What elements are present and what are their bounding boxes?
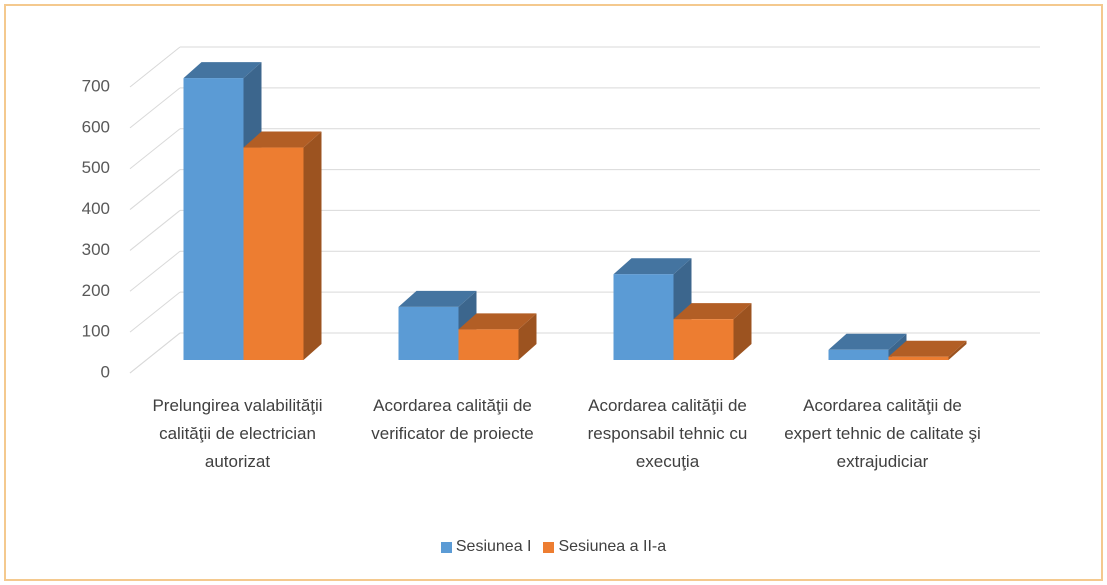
bar [458,329,519,360]
legend-swatch [543,541,555,553]
y-tick-label: 0 [101,362,110,381]
bar-side [948,340,967,360]
grid-line [129,210,181,251]
x-tick-label: Acordarea calităţii de responsabil tehni… [587,396,748,471]
grid-line [129,169,181,210]
floor-edge [129,332,181,374]
bar [183,78,244,360]
y-tick-label: 200 [82,281,110,300]
bar [888,356,949,360]
bar-top [828,333,907,350]
grid-line [129,291,181,333]
legend-swatch [440,541,452,553]
bar-top [613,258,692,275]
bar-side [733,303,752,360]
bar [613,274,674,360]
bar-top [398,290,477,307]
frame [4,4,1103,581]
bar-top [888,340,967,357]
bar [828,349,889,360]
legend-label: Sesiunea a II-a [558,538,667,555]
x-tick-label: Acordarea calităţii de verificator de pr… [371,396,534,443]
y-tick-label: 500 [82,158,110,177]
legend: Sesiunea I Sesiunea a II-a [0,538,1107,558]
grid-line [129,250,181,292]
bar-side [518,313,537,360]
legend-item: Sesiunea I [440,538,532,556]
bar [398,306,459,360]
x-tick-label: Acordarea calităţii de expert tehnic de … [784,396,981,471]
bar-top [243,131,322,148]
bar [243,147,304,360]
y-tick-label: 700 [82,76,110,95]
legend-item: Sesiunea a II-a [543,538,666,556]
grid-line [129,128,181,170]
x-tick-label: Prelungirea valabilităţii calităţii de e… [152,396,323,471]
y-tick-label: 600 [82,117,110,136]
grid-line [129,87,181,129]
legend-label: Sesiunea I [455,538,532,555]
bar-side [303,131,322,360]
y-tick-label: 400 [82,199,110,218]
bar-top [458,313,537,330]
grid-line [129,46,181,88]
bar-top [673,303,752,320]
y-tick-label: 300 [82,240,110,259]
bar [673,319,734,360]
y-tick-label: 100 [82,322,110,341]
bar-top [183,62,262,79]
